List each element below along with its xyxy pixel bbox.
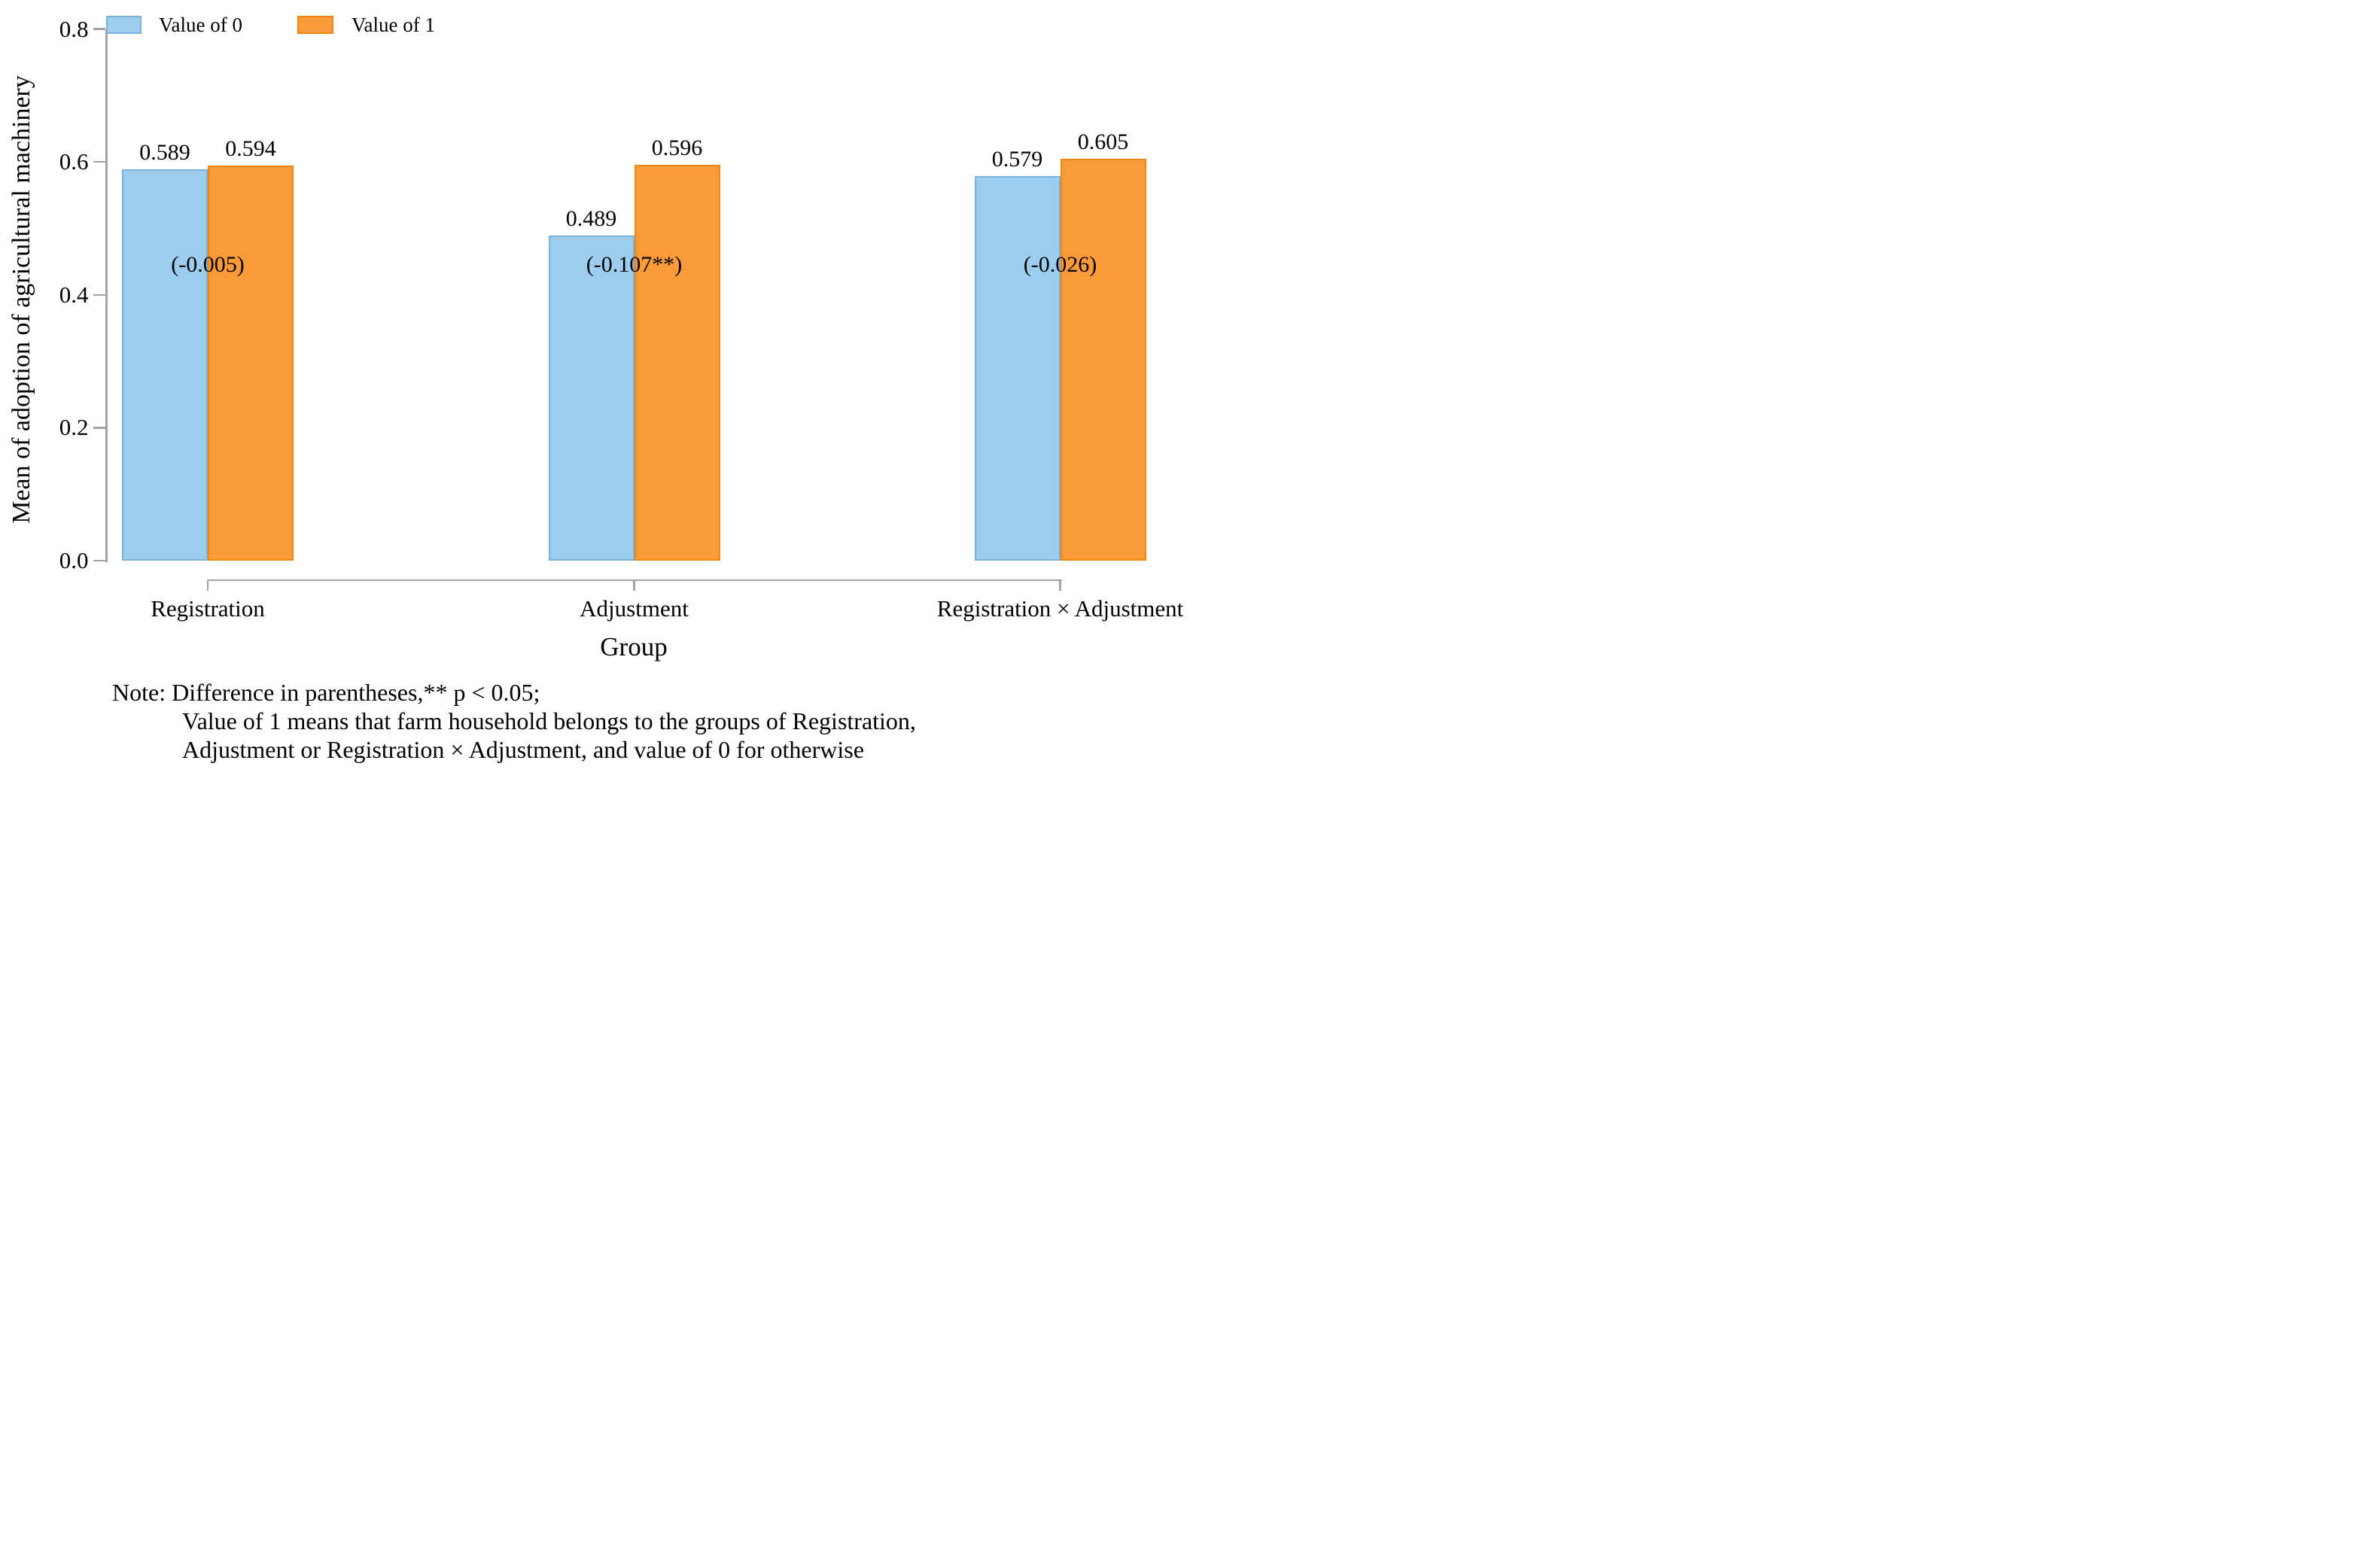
- bar-value-label-value-of-0-registration: 0.589: [139, 139, 190, 165]
- bar-value-of-1-adjustment: [634, 164, 720, 561]
- note-text: Note: Difference in parentheses,** p < 0…: [112, 678, 1121, 764]
- y-tick-label-0.4: 0.4: [59, 281, 89, 308]
- y-tick-label-0.2: 0.2: [59, 414, 89, 441]
- y-tick-label-0.6: 0.6: [59, 148, 89, 175]
- y-axis-tick: [93, 293, 105, 296]
- note-line-3: Adjustment or Registration × Adjustment,…: [182, 736, 864, 763]
- x-category-label-registration: Registration: [151, 595, 265, 622]
- bar-value-label-value-of-0-registration-adjustment: 0.579: [991, 146, 1043, 172]
- bar-value-of-0-adjustment: [548, 236, 635, 561]
- legend-label-value-1: Value of 1: [352, 14, 435, 36]
- y-tick-label-0.8: 0.8: [59, 15, 89, 42]
- bar-value-label-value-of-1-registration-adjustment: 0.605: [1077, 129, 1129, 154]
- difference-label-registration: (-0.005): [171, 252, 245, 277]
- y-axis-tick: [93, 160, 105, 163]
- bar-value-label-value-of-0-adjustment: 0.489: [565, 206, 617, 232]
- y-tick-label-0.0: 0.0: [59, 547, 89, 573]
- bar-value-label-value-of-1-adjustment: 0.596: [651, 135, 703, 160]
- difference-label-registration-adjustment: (-0.026): [1023, 252, 1097, 277]
- x-category-label-adjustment: Adjustment: [580, 595, 689, 622]
- bar-value-of-0-registration-adjustment: [974, 175, 1061, 561]
- x-axis-tick-adjustment: [633, 579, 635, 591]
- legend-label-value-0: Value of 0: [159, 14, 242, 36]
- legend-swatch-value-1: [297, 16, 333, 34]
- y-axis-tick: [93, 427, 105, 429]
- bar-value-of-1-registration: [208, 166, 294, 561]
- legend-swatch-value-0: [106, 16, 142, 34]
- y-axis-tick: [93, 28, 105, 30]
- bar-value-of-0-registration: [122, 169, 208, 561]
- bar-chart-figure: Mean of adoption of agricultural machine…: [0, 0, 1190, 780]
- note-line-2: Value of 1 means that farm household bel…: [182, 707, 916, 734]
- bar-value-of-1-registration-adjustment: [1060, 158, 1146, 561]
- note-line-1: Note: Difference in parentheses,** p < 0…: [112, 679, 540, 706]
- x-category-label-registration-adjustment: Registration × Adjustment: [936, 595, 1184, 622]
- x-axis-tick-registration: [206, 579, 209, 591]
- y-axis-line: [105, 29, 108, 563]
- x-axis-tick-registration-adjustment: [1059, 579, 1061, 591]
- difference-label-adjustment: (-0.107**): [586, 252, 683, 277]
- bar-value-label-value-of-1-registration: 0.594: [225, 136, 276, 162]
- legend: Value of 0 Value of 1: [0, 0, 1190, 75]
- y-axis-tick: [93, 559, 105, 562]
- x-axis-title: Group: [600, 632, 668, 661]
